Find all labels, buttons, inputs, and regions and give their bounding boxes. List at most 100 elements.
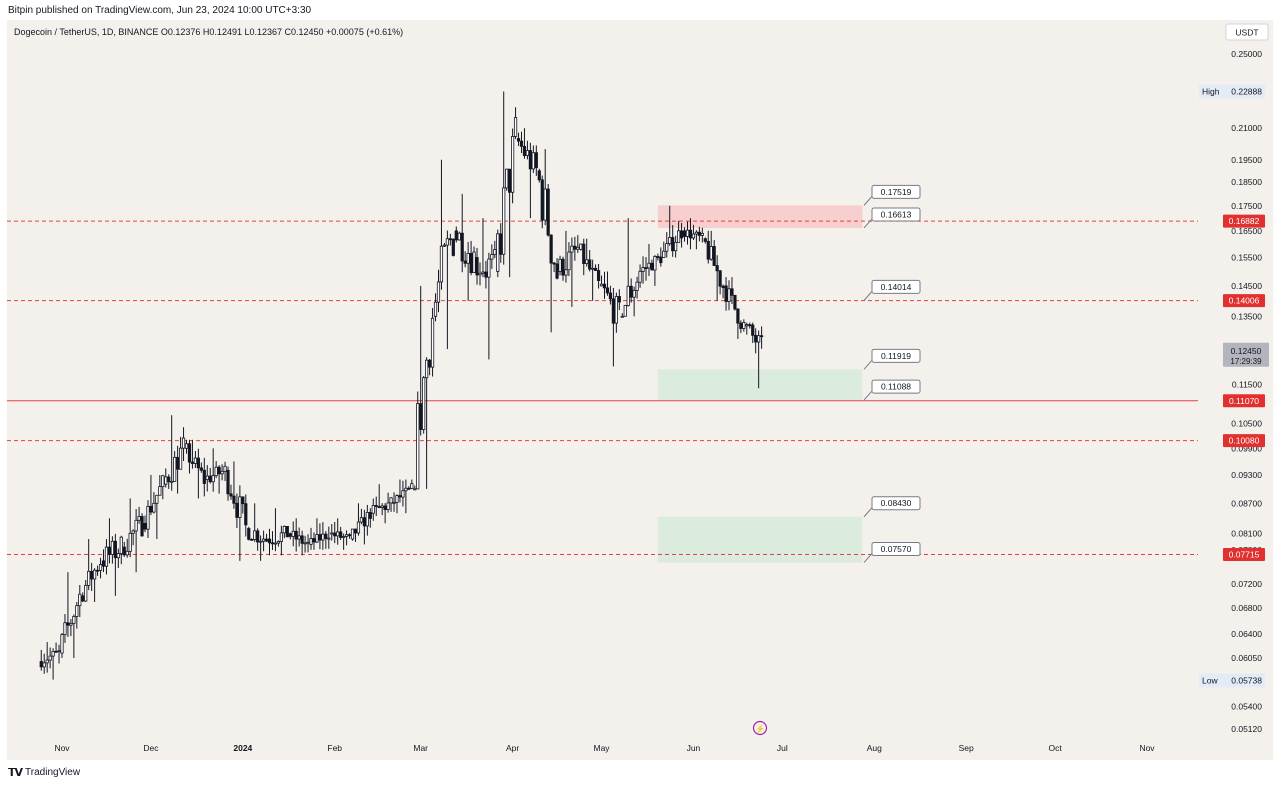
- callout-box-0.07570[interactable]: [871, 542, 921, 557]
- candle-body: [724, 285, 728, 302]
- callout-label-0.17519: 0.17519: [881, 187, 912, 197]
- red-zone-0[interactable]: [657, 205, 863, 228]
- callout-box-0.08430[interactable]: [871, 496, 921, 511]
- candle-body: [220, 470, 224, 475]
- candle-body: [472, 251, 476, 274]
- price-axis[interactable]: [1198, 20, 1273, 740]
- candle-body: [617, 296, 621, 303]
- price-tag-label-0.16882: 0.16882: [1229, 216, 1260, 226]
- footer-brand: TradingView: [25, 766, 81, 778]
- currency-button[interactable]: [1225, 23, 1269, 41]
- candle-body: [632, 289, 636, 298]
- candle-body: [164, 476, 168, 485]
- candle-body: [256, 530, 260, 543]
- callout-box-0.16613[interactable]: [871, 207, 921, 222]
- candle-body: [116, 553, 120, 559]
- candle-body: [674, 242, 678, 252]
- candle-body: [736, 308, 740, 324]
- footer[interactable]: 𝗧𝗩 TradingView: [8, 764, 80, 780]
- candle-body: [650, 262, 654, 271]
- price-tag-0.10080[interactable]: [1223, 434, 1265, 448]
- candle-body: [745, 324, 749, 327]
- candle-body: [359, 517, 364, 523]
- candle-body: [715, 265, 719, 272]
- candle-body: [502, 187, 506, 255]
- candle-body: [178, 447, 183, 470]
- x-tick-Jun: Jun: [687, 743, 701, 753]
- callout-label-0.16613: 0.16613: [881, 209, 912, 219]
- candle-body: [499, 233, 503, 255]
- candle-body: [143, 522, 147, 530]
- candle-body: [193, 457, 198, 464]
- y-tick-0.05400: 0.05400: [1231, 701, 1262, 711]
- y-tick-0.21000: 0.21000: [1231, 123, 1262, 133]
- candle-body: [436, 281, 441, 303]
- symbol-legend[interactable]: Dogecoin / TetherUS, 1D, BINANCE O0.1237…: [14, 27, 404, 37]
- candle-body: [93, 569, 97, 580]
- candle-body: [442, 244, 447, 247]
- last-price-tag[interactable]: [1223, 342, 1269, 367]
- candle-body: [333, 532, 337, 537]
- low-label: Low: [1202, 675, 1218, 685]
- price-tag-0.11070[interactable]: [1223, 394, 1265, 408]
- x-tick-2024: 2024: [233, 743, 252, 753]
- publisher-bar: Bitpin published on TradingView.com, Jun…: [0, 0, 1280, 20]
- green-zone-2[interactable]: [657, 516, 863, 563]
- x-tick-Jul: Jul: [777, 743, 788, 753]
- candle-body: [635, 281, 639, 291]
- candle-body: [389, 497, 393, 504]
- candle-body: [430, 317, 435, 368]
- price-tag-0.16882[interactable]: [1223, 214, 1265, 228]
- candle-body: [416, 403, 420, 490]
- candle-body: [54, 650, 58, 653]
- candle-body: [87, 570, 91, 586]
- candle-body: [238, 496, 242, 518]
- callout-label-0.11919: 0.11919: [881, 351, 911, 361]
- candle-body: [466, 253, 470, 264]
- price-tag-0.07715[interactable]: [1223, 547, 1265, 561]
- candle-body: [300, 535, 304, 544]
- candle-body: [202, 469, 206, 484]
- candle-body: [176, 456, 180, 470]
- candle-body: [229, 493, 233, 497]
- candle-body: [273, 542, 278, 545]
- candle-body: [161, 475, 165, 488]
- candle-body: [739, 322, 743, 329]
- candle-body: [493, 249, 497, 255]
- candle-body: [386, 502, 390, 510]
- candle-body: [208, 475, 212, 483]
- candle-body: [336, 531, 340, 537]
- candle-body: [365, 512, 369, 527]
- callout-box-0.11919[interactable]: [871, 348, 921, 363]
- callout-box-0.11088[interactable]: [871, 379, 921, 394]
- y-tick-0.18500: 0.18500: [1231, 177, 1262, 187]
- candle-body: [596, 270, 601, 282]
- candle-body: [48, 655, 52, 661]
- candle-body: [81, 595, 85, 602]
- currency-label: USDT: [1235, 28, 1258, 38]
- candle-body: [688, 229, 693, 239]
- candle-body: [475, 257, 479, 276]
- candle-body: [760, 335, 764, 338]
- candle-body: [187, 443, 192, 463]
- callout-box-0.17519[interactable]: [871, 184, 921, 199]
- candle-body: [259, 540, 263, 543]
- candle-body: [516, 138, 521, 142]
- candles-group: [39, 91, 764, 680]
- candle-body: [398, 495, 402, 498]
- candle-body: [481, 271, 485, 274]
- lightning-event-icon[interactable]: [752, 720, 768, 736]
- candle-body: [309, 538, 313, 545]
- callout-box-0.14014[interactable]: [871, 279, 921, 294]
- price-tag-0.14006[interactable]: [1223, 294, 1265, 308]
- candle-body: [691, 233, 696, 239]
- chart-pane[interactable]: [7, 20, 1273, 760]
- candle-body: [190, 461, 195, 464]
- y-tick-0.14500: 0.14500: [1231, 281, 1262, 291]
- candle-body: [457, 232, 461, 241]
- green-zone-1[interactable]: [657, 369, 863, 401]
- candle-body: [181, 437, 186, 449]
- candle-body: [460, 232, 464, 262]
- candle-body: [505, 168, 509, 189]
